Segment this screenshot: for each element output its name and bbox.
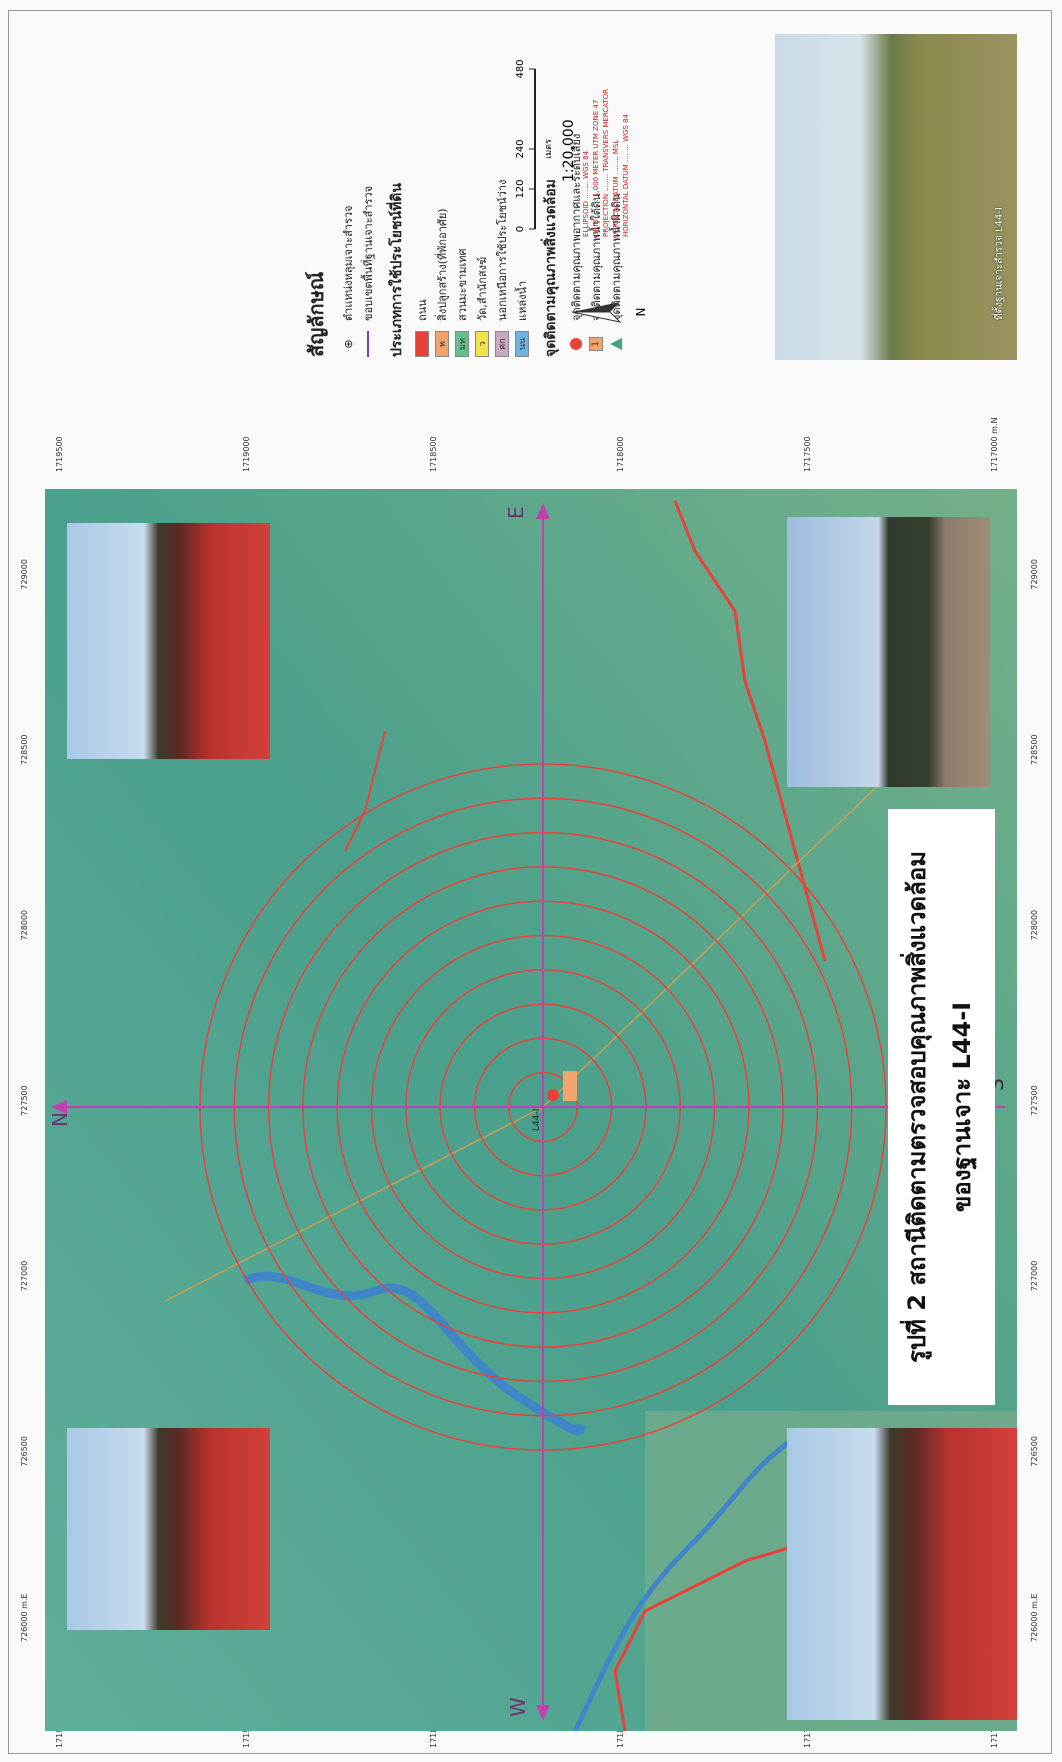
scale-tick-label: 480 — [515, 59, 526, 78]
northing-label: 1718000 — [616, 436, 625, 472]
access-line — [164, 1106, 544, 1302]
easting-label: 728000 — [20, 909, 29, 941]
legend-swatch: มท — [455, 331, 469, 357]
title: รูปที่ 2 สถานีติดตามตรวจสอบคุณภาพสิ่งแวด… — [899, 851, 933, 1363]
easting-label: 726000 m.E — [20, 1593, 29, 1642]
easting-label: 727500 — [20, 1085, 29, 1116]
easting-label: 728500 — [1030, 734, 1039, 765]
easting-label: 729000 — [1030, 559, 1039, 590]
arrow — [536, 1705, 550, 1721]
photo — [787, 517, 990, 787]
map-info: ELLIPSOID ........ WGS 84 GRID ........ 1… — [581, 37, 631, 237]
road — [344, 730, 386, 852]
scale-unit: เมตร — [544, 139, 554, 159]
subtitle: ของฐานเจาะ L44-I — [948, 1002, 978, 1212]
easting-label: 728500 — [20, 734, 29, 765]
legend-swatch: ศก — [495, 331, 509, 357]
air-station — [547, 1089, 559, 1101]
stream — [572, 1428, 807, 1731]
easting-label: 727000 — [20, 1260, 29, 1292]
legend-label: ถนน — [416, 299, 429, 321]
north-label: N — [634, 307, 648, 317]
dir-north: N — [48, 1112, 72, 1127]
site-photo: ที่ตั้งฐานเจาะสำรวจ L44-I — [775, 34, 1017, 360]
photo — [67, 523, 270, 759]
groundwater-code: 1 — [589, 337, 603, 351]
scale-tick-label: 0 — [515, 226, 526, 232]
easting-label: 726000 m.E — [1030, 1593, 1039, 1642]
map: N E S W L44-I รูปที่ 2 สถานีติดตามตรวจสอ… — [45, 489, 1017, 1731]
legend-row: จุดติดตามคุณภาพอากาศและระดับเสียง — [566, 27, 586, 357]
legend-label: แหล่งน้ำ — [516, 280, 529, 321]
site-label: L44-I — [532, 1109, 542, 1131]
easting-label: 729000 — [20, 559, 29, 590]
scale-bar: 0 120 240 480 เมตร — [515, 59, 554, 232]
northing-label: 1717500 — [803, 436, 812, 472]
legend-label: ขอบเขตพื้นที่ฐานเจาะสำรวจ — [362, 185, 375, 321]
dir-east: E — [504, 506, 528, 519]
legend-label: สิ่งปลูกสร้าง(ที่พักอาศัย) — [436, 208, 449, 321]
map-info-line: GRID ........ 1,000 METER UTM ZONE 47 — [592, 99, 600, 237]
photo — [787, 1428, 1017, 1720]
map-info-line: VERTICAL DATUM ........ MSL — [612, 139, 620, 237]
map-info-line: PROJECTION ........ TRANSVERS MERCATOR — [602, 88, 610, 237]
legend-swatch — [415, 331, 429, 357]
scale-tick-label: 240 — [515, 139, 526, 158]
river — [242, 1271, 588, 1436]
legend-swatch: ว — [475, 331, 489, 357]
legend-row: จุดติดตามคุณภาพน้ำผิวดิน — [606, 27, 626, 357]
easting-label: 726500 — [1030, 1436, 1039, 1467]
map-info-line: ELLIPSOID ........ WGS 84 — [582, 150, 590, 237]
legend-label: สวนมะขามเทศ — [456, 248, 469, 321]
northing-label: 1719000 — [242, 436, 251, 472]
scale-tick-label: 120 — [515, 179, 526, 198]
northing-label: 1717000 m.N — [990, 417, 999, 473]
north-arrow: N — [570, 292, 648, 332]
legend-row: ⊕ ตำแหน่งหลุมเจาะสำรวจ — [338, 27, 358, 357]
photo — [67, 1428, 270, 1630]
northing-label: 1718500 — [429, 436, 438, 472]
legend-swatch: พ — [435, 331, 449, 357]
legend-label: ตำแหน่งหลุมเจาะสำรวจ — [342, 205, 355, 321]
easting-label: 728000 — [1030, 909, 1039, 941]
map-info-line: HORIZONTAL DATUM ........ WGS 84 — [622, 113, 630, 237]
northing-label: 1719500 — [55, 436, 64, 472]
scale: 0 120 240 480 เมตร 1:20,000 ELLIPSOID ......… — [505, 37, 665, 237]
legend-heading: ประเภทการใช้ประโยชน์ที่ดิน — [389, 183, 405, 357]
easting-label: 727000 — [1030, 1260, 1039, 1292]
legend-swatch: นน — [515, 331, 529, 357]
groundwater-station — [563, 1071, 577, 1101]
legend-title: สัญลักษณ์ — [304, 271, 328, 357]
legend-label: วัด,สำนักสงฆ์ — [476, 256, 489, 321]
legend-row: ว วัด,สำนักสงฆ์ — [472, 27, 492, 357]
title-box — [888, 809, 995, 1405]
legend-row: มท สวนมะขามเทศ — [452, 27, 472, 357]
legend: สัญลักษณ์ ⊕ ตำแหน่งหลุมเจาะสำรวจ ขอบเขตพื… — [300, 27, 626, 357]
easting-label: 726500 — [20, 1436, 29, 1467]
legend-row: ถนน — [412, 27, 432, 357]
photo-caption: ที่ตั้งฐานเจาะสำรวจ L44-I — [994, 207, 1005, 320]
arrow — [536, 503, 550, 519]
access-line — [542, 730, 936, 1108]
arrow — [51, 1100, 67, 1114]
road — [673, 500, 827, 962]
legend-row: ขอบเขตพื้นที่ฐานเจาะสำรวจ — [358, 27, 378, 357]
legend-row: พ สิ่งปลูกสร้าง(ที่พักอาศัย) — [432, 27, 452, 357]
dir-west: W — [506, 1697, 530, 1717]
easting-label: 727500 — [1030, 1085, 1039, 1116]
